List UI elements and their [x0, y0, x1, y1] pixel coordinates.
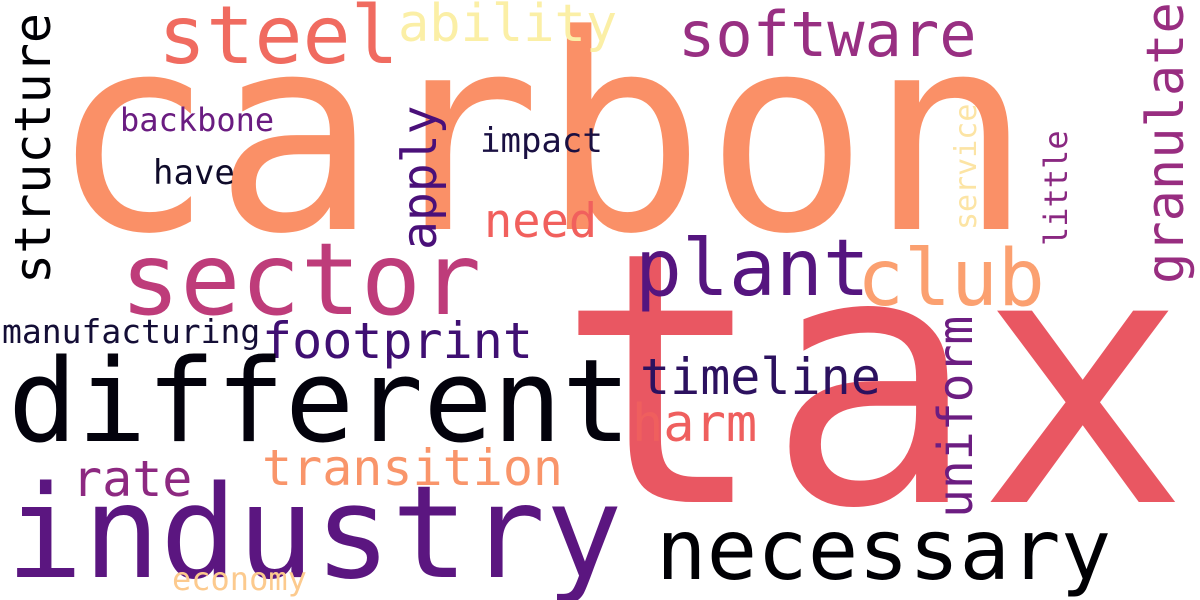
word-tax: tax	[556, 177, 1189, 585]
word-economy: economy	[172, 560, 307, 598]
word-manufacturing: manufacturing	[2, 312, 261, 351]
word-little: little	[1037, 130, 1075, 246]
word-granulate: granulate	[1136, 2, 1196, 284]
word-service: service	[949, 103, 984, 230]
word-club: club	[857, 234, 1045, 324]
word-harm: harm	[632, 394, 758, 454]
word-impact: impact	[480, 121, 603, 161]
word-different: different	[8, 335, 632, 469]
word-structure: structure	[4, 13, 62, 284]
word-plant: plant	[635, 224, 870, 314]
word-have: have	[153, 153, 235, 193]
word-uniform: uniform	[928, 315, 984, 518]
word-rate: rate	[72, 450, 193, 508]
word-necessary: necessary	[656, 501, 1112, 599]
word-timeline: timeline	[640, 348, 881, 406]
word-ability: ability	[398, 0, 618, 54]
word-sector: sector	[120, 221, 482, 338]
word-software: software	[678, 0, 977, 71]
word-steel: steel	[158, 0, 399, 82]
word-backbone: backbone	[120, 101, 275, 139]
word-industry: industry	[6, 459, 623, 600]
word-need: need	[484, 194, 598, 249]
word-transition: transition	[262, 439, 564, 497]
word-footprint: footprint	[262, 312, 533, 370]
word-carbon: carbon	[50, 0, 1033, 294]
word-apply: apply	[392, 105, 448, 251]
